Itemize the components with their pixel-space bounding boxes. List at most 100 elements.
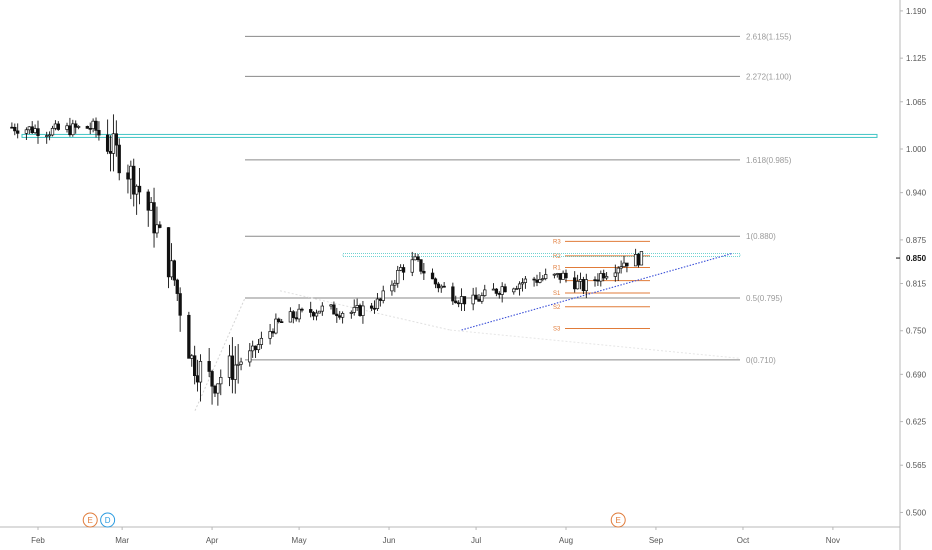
time-axis-panel[interactable] [0,527,932,550]
candle-up [604,276,609,279]
candle-down [230,355,235,380]
price-tick-label: 0.500 [906,508,927,517]
candle-up [575,281,580,290]
candle-up [256,344,261,351]
candle-down [436,283,441,289]
candle-down [132,165,136,195]
pivot-level-label: S1 [553,291,561,297]
fib-level-label: 1(0.880) [746,232,776,241]
candle-down [535,279,539,283]
candle-down [457,302,461,305]
candle-up [317,310,322,314]
candle-down [401,267,406,273]
candle-up [410,259,414,273]
candle-up [480,295,484,302]
candle-up [552,273,557,276]
candle-down [369,305,374,309]
candle-down [497,293,501,295]
candle-up [616,267,620,274]
candle-up [198,361,203,383]
event-marker[interactable] [610,512,626,528]
candle-up [349,312,353,314]
candle-down [195,375,200,383]
event-marker[interactable] [100,512,116,528]
candle-down [207,361,211,372]
time-tick-label: Jul [471,536,481,545]
resistance-line[interactable] [21,133,878,138]
fibonacci-extension[interactable]: 2.618(1.155) 2.272(1.100) 1.618(0.985) 1(0.… [194,32,792,411]
candle-up [251,345,255,352]
candle-up [396,270,400,284]
last-price-label: 0.850 [906,254,927,263]
price-tick-label: 0.875 [906,236,927,245]
candle-down [332,304,336,315]
candle-up [523,278,528,283]
event-marker-label: E [616,516,621,525]
candle-up [613,272,617,277]
candle-down [503,286,507,293]
price-tick-label: 1.190 [906,7,927,16]
price-tick-label: 1.125 [906,54,927,63]
candle-down [462,296,467,305]
candle-down [474,294,478,300]
candle-down [494,288,499,294]
candle-up [288,311,293,323]
candle-down [430,272,435,280]
candle-down [454,300,458,304]
candle-down [210,371,214,387]
price-tick-label: 0.815 [906,279,927,288]
candle-up [248,350,252,363]
candle-up [491,288,496,291]
candle-down [433,278,438,285]
candle-down [419,259,423,272]
candle-down [335,313,339,317]
candle-up [544,274,548,279]
candle-up [459,296,464,304]
candle-down [178,293,182,316]
candle-up [538,279,542,283]
price-axis-panel[interactable] [900,0,932,550]
candle-down [85,126,89,129]
candle-down [108,151,113,154]
candle-up [329,304,333,307]
candle-up [619,266,623,269]
candle-up [578,279,583,282]
candle-up [361,305,365,316]
candle-down [126,172,130,180]
candle-down [166,227,171,278]
candle-down [602,273,606,279]
resistance-line[interactable] [342,253,741,258]
price-tick-label: 0.750 [906,327,927,336]
candle-down [137,185,142,193]
candle-down [193,355,197,377]
candle-down [416,256,420,261]
price-tick-label: 0.625 [906,418,927,427]
candle-down [596,279,600,282]
candle-down [74,123,78,128]
candle-up [555,273,559,275]
price-tick-label: 1.065 [906,98,927,107]
candle-down [253,345,258,351]
candle-up [584,279,588,292]
pivot-level-label: R3 [553,239,561,245]
candle-up [340,313,345,318]
event-marker[interactable] [82,512,98,528]
candle-down [309,309,313,313]
price-tick-label: 0.690 [906,370,927,379]
candle-down [300,308,304,311]
pivot-level-label: S2 [553,305,561,311]
candle-down [36,128,40,137]
candle-up [65,125,69,130]
candle-up [320,305,324,312]
price-tick-label: 1.000 [906,145,927,154]
drawn-lines[interactable] [21,133,878,331]
candle-up [47,134,52,137]
price-tick-label: 0.565 [906,461,927,470]
candle-down [213,385,217,394]
candlestick-series [10,114,644,406]
candle-down [187,314,191,359]
candle-down [114,133,118,146]
